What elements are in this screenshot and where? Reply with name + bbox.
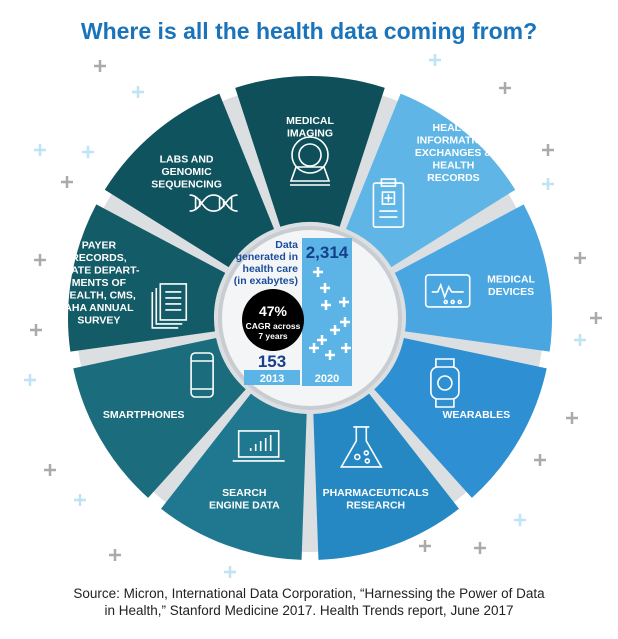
center-caption-line: Data [275, 239, 298, 251]
plus-decoration-icon [132, 86, 144, 98]
segment-search-engine-data: SEARCH ENGINE DATA [161, 393, 307, 560]
plus-decoration-icon [542, 144, 554, 156]
bar-2020 [302, 238, 352, 386]
documents-icon [151, 283, 188, 329]
segment-pharmaceuticals-research: PHARMACEUTICALS RESEARCH [313, 393, 459, 560]
plus-icon [320, 283, 330, 293]
laptop-chart-icon [232, 430, 285, 462]
plus-decoration-icon [94, 60, 106, 72]
plus-icon [313, 267, 323, 277]
segment-label: WEARABLES [442, 409, 510, 421]
segment-wearables: WEARABLES [374, 337, 547, 498]
plus-decoration-icon [566, 412, 578, 424]
mri-scanner-icon [289, 136, 331, 186]
plus-icon [325, 350, 335, 360]
segment-payer-records-state-depart-ments-of-health-cms-aha-annual-survey: PAYER RECORDS, STATE DEPART-MENTS OF HEALTH… [58, 204, 226, 352]
segment-health-information-exchanges-health-records: HEALTH INFORMATION EXCHANGES & HEALTH RECORD… [345, 93, 516, 268]
segment-shape [374, 337, 547, 498]
plus-decoration-icon [534, 454, 546, 466]
source-line-1: Source: Micron, International Data Corpo… [73, 586, 545, 601]
plus-decoration-icon [419, 540, 431, 552]
segment-label: LABS AND GENOMIC SEQUENCING [151, 153, 222, 190]
plus-decoration-icon [109, 549, 121, 561]
flask-icon [339, 426, 383, 468]
smartphone-icon [190, 352, 214, 398]
plus-decoration-icon [224, 566, 236, 578]
plus-decoration-icon [590, 312, 602, 324]
year-2020-label: 2020 [315, 373, 339, 385]
plus-decoration-icon [74, 494, 86, 506]
segment-shape [235, 75, 385, 227]
plus-decoration-icon [429, 54, 441, 66]
segment-shape [104, 93, 275, 268]
plus-decoration-icon [82, 146, 94, 158]
page-title: Where is all the health data coming from… [80, 18, 538, 44]
segment-medical-devices: MEDICAL DEVICES [394, 204, 553, 352]
smartwatch-icon [430, 358, 460, 408]
segment-medical-imaging: MEDICAL IMAGING [235, 75, 385, 227]
value-2013: 153 [258, 352, 286, 371]
plus-decoration-icon [61, 176, 73, 188]
plus-decoration-icon [474, 542, 486, 554]
segment-shape [345, 93, 516, 268]
cagr-text-line: CAGR across [246, 321, 301, 331]
segment-label: SEARCH ENGINE DATA [209, 487, 280, 512]
cagr-text-line: 7 years [258, 331, 288, 341]
segment-labs-and-genomic-sequencing: LABS AND GENOMIC SEQUENCING [104, 93, 275, 268]
plus-icon [330, 325, 340, 335]
segment-label: PHARMACEUTICALS RESEARCH [323, 487, 429, 512]
segment-smartphones: SMARTPHONES [73, 337, 246, 498]
segment-shape [73, 337, 246, 498]
bar-2013 [244, 370, 300, 385]
plus-decoration-icon [514, 514, 526, 526]
segment-label: SMARTPHONES [103, 409, 185, 421]
plus-decoration-icon [574, 334, 586, 346]
plus-decoration-icon [34, 144, 46, 156]
source-citation: Source: Micron, International Data Corpo… [0, 585, 618, 619]
plus-decoration-icon [34, 254, 46, 266]
plus-decoration-icon [30, 324, 42, 336]
segment-label: MEDICAL DEVICES [487, 273, 535, 298]
segment-label: HEALTH INFORMATION EXCHANGES & HEALTH RECORD… [415, 122, 492, 184]
cagr-badge [242, 289, 304, 351]
center-caption-line: health care [243, 263, 299, 275]
plus-decoration-icon [44, 464, 56, 476]
plus-icon [341, 343, 351, 353]
center-caption-line: (in exabytes) [234, 275, 298, 287]
plus-icon [309, 343, 319, 353]
plus-decoration-icon [542, 178, 554, 190]
plus-icon [321, 300, 331, 310]
plus-icon [317, 335, 327, 345]
source-line-2: in Health,” Stanford Medicine 2017. Heal… [104, 603, 514, 618]
plus-icon [339, 297, 349, 307]
year-2013-label: 2013 [260, 373, 284, 385]
cagr-value: 47% [259, 303, 288, 319]
plus-icon [340, 317, 350, 327]
center-caption-line: generated in [236, 251, 298, 263]
clipboard-icon [372, 178, 405, 228]
segment-label: PAYER RECORDS, STATE DEPART-MENTS OF HEALTH… [58, 240, 140, 327]
monitor-icon [424, 274, 471, 308]
segment-shape [313, 393, 459, 560]
plus-decoration-icon [24, 374, 36, 386]
value-2020: 2,314 [306, 243, 349, 262]
segment-label: MEDICAL IMAGING [286, 115, 334, 140]
plus-decoration-icon [499, 82, 511, 94]
plus-decoration-icon [574, 252, 586, 264]
segment-shape [394, 204, 553, 352]
dna-icon [189, 194, 238, 212]
